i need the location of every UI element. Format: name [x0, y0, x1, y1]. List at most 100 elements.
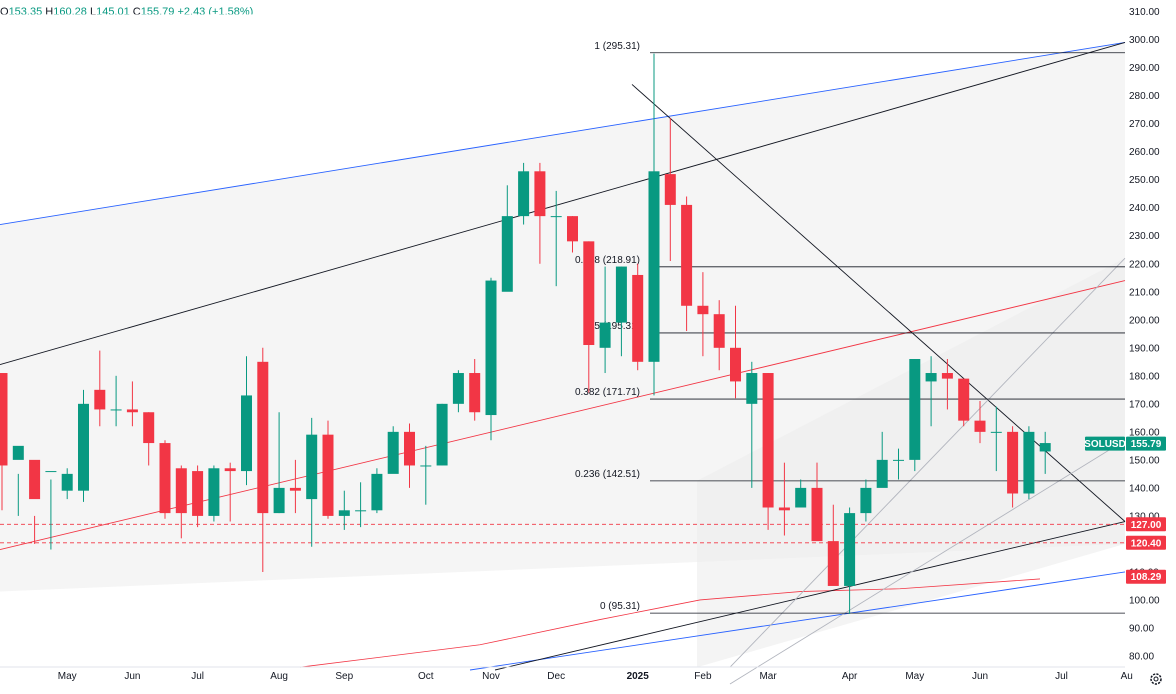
price-tick: 240.00 — [1129, 203, 1160, 214]
mid-red-trendline — [0, 280, 1126, 550]
candle-body — [599, 322, 611, 348]
time-tick: Feb — [694, 671, 712, 682]
time-tick: Jul — [191, 671, 204, 682]
time-tick: Jun — [124, 671, 140, 682]
time-tick: 2025 — [627, 671, 650, 682]
candle-body — [436, 403, 448, 466]
settings-gear-icon[interactable] — [1150, 673, 1162, 685]
price-tick: 150.00 — [1129, 455, 1160, 466]
candle-body — [762, 373, 774, 508]
candle-body — [746, 373, 758, 404]
candle-body — [241, 395, 252, 472]
candle-body — [713, 314, 725, 348]
candle-body — [648, 171, 660, 362]
price-tag-value: 108.29 — [1131, 572, 1162, 583]
candle-body — [29, 459, 41, 500]
candle-body — [778, 507, 790, 511]
candle-body — [420, 465, 432, 467]
candle-body — [844, 513, 856, 586]
time-tick: Mar — [759, 671, 777, 682]
gear-hub — [1153, 676, 1159, 682]
candle-body — [371, 473, 383, 511]
price-tick: 170.00 — [1129, 399, 1160, 410]
time-tick: May — [905, 671, 924, 682]
high-key: H — [45, 6, 54, 18]
candle-body — [355, 510, 367, 512]
close-key: C — [132, 6, 141, 18]
candle-body — [860, 487, 872, 514]
fib-label-4: 0.236 (142.51) — [575, 469, 640, 480]
price-tick: 230.00 — [1129, 231, 1160, 242]
candle-body — [192, 471, 204, 516]
candle-body — [681, 204, 693, 306]
candle-body — [974, 420, 986, 432]
candle-body — [404, 431, 415, 466]
candle-body — [273, 487, 285, 514]
price-tag-value: 120.40 — [1131, 538, 1162, 549]
candle-body — [632, 274, 644, 362]
lower-black-trendline — [494, 521, 1126, 671]
candle-body — [469, 373, 481, 413]
candle-body — [485, 280, 497, 416]
low-key: L — [89, 6, 97, 18]
price-tick: 140.00 — [1129, 483, 1160, 494]
time-tick: Aug — [270, 671, 288, 682]
candle-body — [110, 409, 122, 411]
price-tick: 180.00 — [1129, 371, 1160, 382]
candle-body — [159, 443, 171, 514]
moving-average-layer — [299, 578, 1041, 668]
candle-body — [518, 171, 530, 217]
price-tick: 80.00 — [1129, 651, 1154, 662]
candle-body — [338, 510, 350, 516]
candle-body — [143, 412, 155, 444]
price-tag-current — [1126, 436, 1166, 451]
price-tick: 160.00 — [1129, 427, 1160, 438]
fib-label-3: 0.382 (171.71) — [575, 387, 640, 398]
candle-body — [876, 459, 888, 488]
candle-body — [567, 216, 578, 242]
candle-body — [583, 241, 595, 346]
candle-body — [289, 487, 301, 491]
symbol-tag-label: SOLUSD — [1084, 439, 1126, 450]
price-tick: 260.00 — [1129, 147, 1160, 158]
price-tick: 210.00 — [1129, 287, 1160, 298]
candle-body — [387, 431, 399, 474]
candle-body — [306, 434, 318, 500]
candle-body — [811, 487, 823, 542]
channel-upper-gray — [729, 257, 1126, 668]
gear-teeth — [1150, 673, 1162, 685]
candlestick-series — [0, 53, 1051, 614]
candle-body — [941, 373, 953, 379]
candle-body — [45, 471, 57, 473]
candle-body — [12, 445, 24, 460]
candle-body — [1039, 443, 1051, 452]
time-axis: May Jun Jul Aug Sep Oct Nov Dec 2025 Feb Mar Apr May… — [0, 666, 1133, 682]
upper-blue-trendline — [0, 41, 1126, 225]
open-key: O — [0, 6, 9, 18]
candle-body — [697, 305, 709, 315]
candle-body — [208, 468, 220, 516]
price-tick: 200.00 — [1129, 315, 1160, 326]
price-tick: 270.00 — [1129, 119, 1160, 130]
candle-body — [795, 487, 807, 508]
fib-label-0: 1 (295.31) — [594, 41, 640, 52]
candle-body — [257, 361, 269, 514]
candle-body — [827, 541, 839, 586]
lower-blue-trendline — [469, 571, 1126, 671]
candle-body — [615, 266, 627, 323]
box-fill — [697, 258, 1125, 668]
upper-black-trendline — [0, 41, 1126, 366]
time-tick: Apr — [842, 671, 858, 682]
candle-body — [990, 431, 1002, 433]
candle-body — [61, 473, 73, 491]
candle-body — [893, 459, 904, 461]
fib-label-2: 0.5 (195.31) — [586, 321, 640, 332]
candle-body — [94, 389, 106, 410]
price-tick: 130.00 — [1129, 511, 1160, 522]
time-tick: Nov — [482, 671, 500, 682]
price-tag-value: 127.00 — [1131, 520, 1162, 531]
price-tick: 190.00 — [1129, 343, 1160, 354]
price-tag-value: 155.79 — [1131, 439, 1162, 450]
candle-body — [909, 359, 921, 460]
